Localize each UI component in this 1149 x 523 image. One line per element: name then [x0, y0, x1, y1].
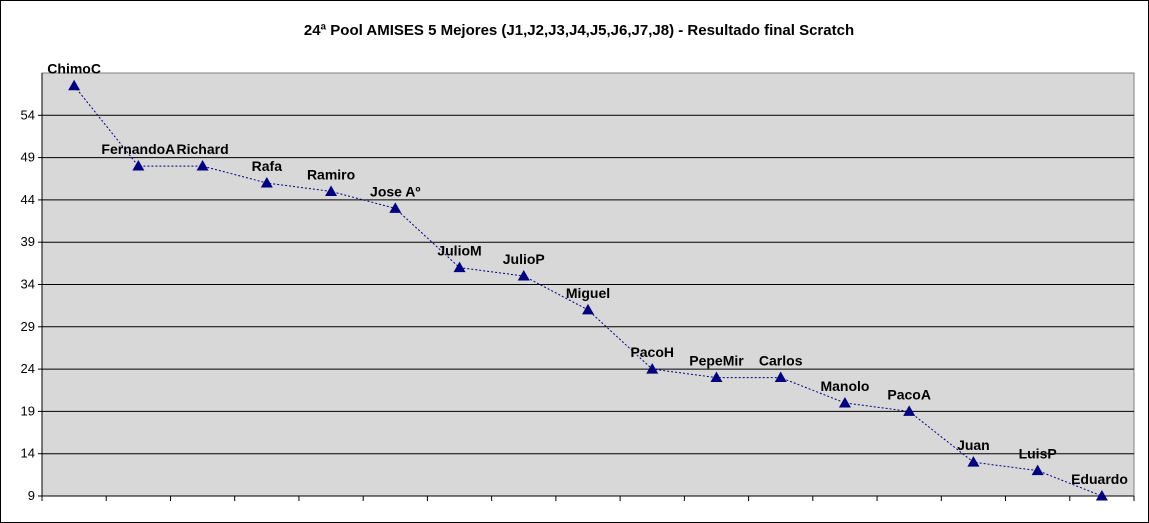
- point-label: Jose Aº: [370, 183, 421, 199]
- point-label: Carlos: [759, 353, 803, 369]
- data-point: [646, 363, 659, 374]
- point-label: Miguel: [566, 285, 610, 301]
- point-label: Juan: [957, 437, 990, 453]
- y-tick-label: 19: [21, 403, 35, 418]
- data-point: [260, 176, 273, 188]
- data-point: [838, 396, 851, 408]
- point-label: FernandoA: [101, 141, 175, 157]
- point-label: Eduardo: [1071, 471, 1128, 487]
- y-tick-label: 39: [21, 234, 35, 249]
- data-point: [389, 202, 402, 213]
- y-tick-label: 44: [21, 192, 35, 207]
- point-label: PacoA: [887, 386, 931, 402]
- data-point: [325, 185, 338, 196]
- gridlines: [42, 114, 1134, 455]
- data-point: [967, 456, 980, 467]
- y-tick-label: 14: [21, 446, 35, 461]
- y-tick-label: 34: [21, 277, 35, 292]
- data-point: [774, 371, 787, 383]
- point-label: Rafa: [252, 158, 283, 174]
- y-tick-label: 49: [21, 150, 35, 165]
- data-point: [903, 405, 916, 416]
- point-label: LuisP: [1019, 446, 1057, 462]
- x-axis: [41, 495, 1135, 501]
- point-label: PacoH: [630, 344, 674, 360]
- point-labels: ChimoC FernandoA Richard Rafa Ramiro Jose Aº J…: [47, 61, 1128, 487]
- data-point: [68, 79, 81, 91]
- y-tick-label: 24: [21, 361, 35, 376]
- series: [68, 79, 1108, 501]
- y-tick-label: 29: [21, 319, 35, 334]
- data-point: [710, 371, 723, 383]
- y-axis: 9 14 19 24 29 34 39 44 49 54: [21, 73, 43, 503]
- y-tick-label: 9: [28, 488, 35, 503]
- point-label: PepeMir: [689, 353, 744, 369]
- data-point: [196, 160, 209, 171]
- data-point: [132, 160, 145, 171]
- data-point: [1095, 490, 1108, 501]
- point-label: Manolo: [820, 378, 869, 394]
- chart-title: 24ª Pool AMISES 5 Mejores (J1,J2,J3,J4,J…: [303, 22, 855, 39]
- data-point: [453, 261, 466, 273]
- point-label: Ramiro: [307, 166, 355, 182]
- y-tick-label: 54: [21, 107, 35, 122]
- point-label: Richard: [177, 141, 229, 157]
- point-label: JulioM: [437, 243, 481, 259]
- point-label: JulioP: [503, 251, 545, 267]
- point-label: ChimoC: [47, 61, 101, 77]
- data-point: [517, 270, 530, 281]
- data-point: [1031, 464, 1044, 476]
- data-point: [582, 303, 594, 315]
